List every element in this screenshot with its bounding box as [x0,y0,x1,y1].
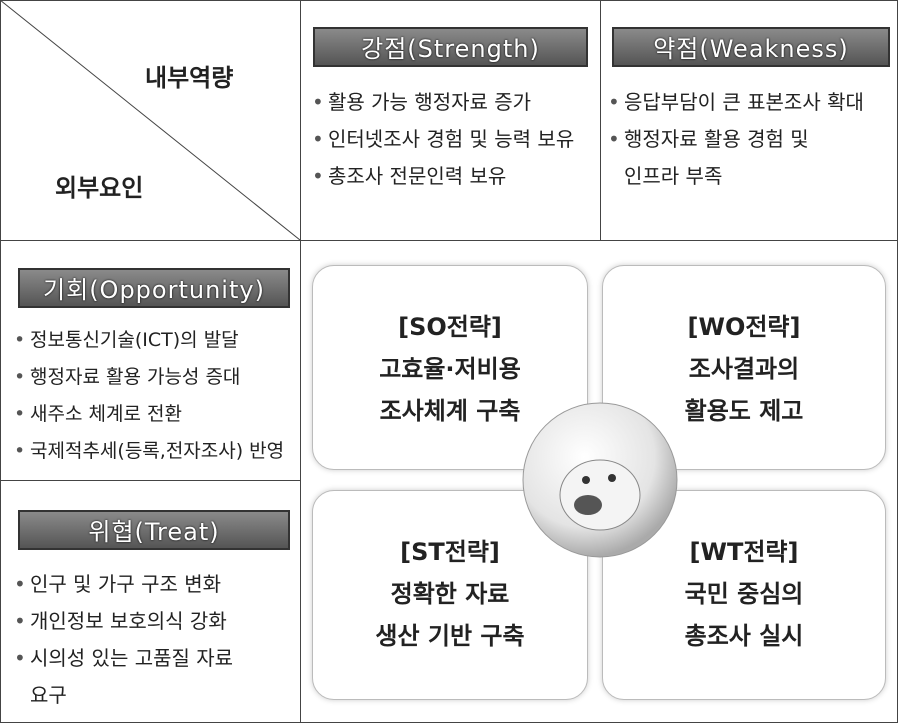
bullet-text: 인구 및 가구 구조 변화 [30,572,222,596]
strategy-text: 조사결과의 [688,355,800,383]
strategy-text: 조사체계 구축 [379,397,521,425]
bullet-text: 요구 [30,683,67,707]
strategy-text: 총조사 실시 [684,622,804,650]
strategy-label: [SO전략] [398,313,502,341]
strategy-text: 활용도 제고 [684,397,804,425]
bullet-text: 활용 가능 행정자료 증가 [328,90,532,114]
bullet-item: 응답부담이 큰 표본조사 확대 [608,84,864,121]
bullet-text: 정보통신기술(ICT)의 발달 [30,329,239,351]
strategy-label: [WO전략] [687,313,801,341]
bullet-text: 시의성 있는 고품질 자료 [30,646,234,670]
mascot-circle [522,402,678,558]
threat-header: 위협(Treat) [18,510,290,550]
bullet-text: 인프라 부족 [624,164,723,188]
strategy-label: [ST전략] [400,538,500,566]
bullet-item: 정보통신기술(ICT)의 발달 [14,322,284,359]
bullet-text: 행정자료 활용 경험 및 [624,127,809,151]
bullet-text: 인터넷조사 경험 및 능력 보유 [328,127,575,151]
strategy-text: 정확한 자료 [390,580,510,608]
external-label: 외부요인 [55,174,144,202]
bullet-item: 국제적추세(등록,전자조사) 반영 [14,433,284,470]
bullet-text: 행정자료 활용 가능성 증대 [30,366,241,388]
strength-header: 강점(Strength) [313,27,588,67]
bullet-item: 인터넷조사 경험 및 능력 보유 [312,121,574,158]
strategy-label: [WT전략] [689,538,799,566]
bullet-text: 응답부담이 큰 표본조사 확대 [624,90,864,114]
bullet-text: 개인정보 보호의식 강화 [30,609,227,633]
strategy-text: 고효율·저비용 [379,355,521,383]
strategy-text: 생산 기반 구축 [375,622,525,650]
strategy-text: 국민 중심의 [684,580,804,608]
bullet-item: 인구 및 가구 구조 변화 [14,566,233,603]
bullet-item: 새주소 체계로 전환 [14,396,284,433]
strength-list: 활용 가능 행정자료 증가인터넷조사 경험 및 능력 보유총조사 전문인력 보유 [312,84,574,195]
bullet-item: 활용 가능 행정자료 증가 [312,84,574,121]
bullet-item: 총조사 전문인력 보유 [312,158,574,195]
bullet-text: 총조사 전문인력 보유 [328,164,507,188]
diagonal [0,0,300,240]
internal-label: 내부역량 [145,64,234,92]
weakness-header: 약점(Weakness) [612,27,890,67]
bullet-text: 국제적추세(등록,전자조사) 반영 [30,440,285,462]
opportunity-header: 기회(Opportunity) [18,268,290,308]
bullet-item: 행정자료 활용 가능성 증대 [14,359,284,396]
bullet-item: 개인정보 보호의식 강화 [14,603,233,640]
bullet-text: 새주소 체계로 전환 [30,403,182,425]
opportunity-list: 정보통신기술(ICT)의 발달행정자료 활용 가능성 증대새주소 체계로 전환국… [14,322,284,470]
